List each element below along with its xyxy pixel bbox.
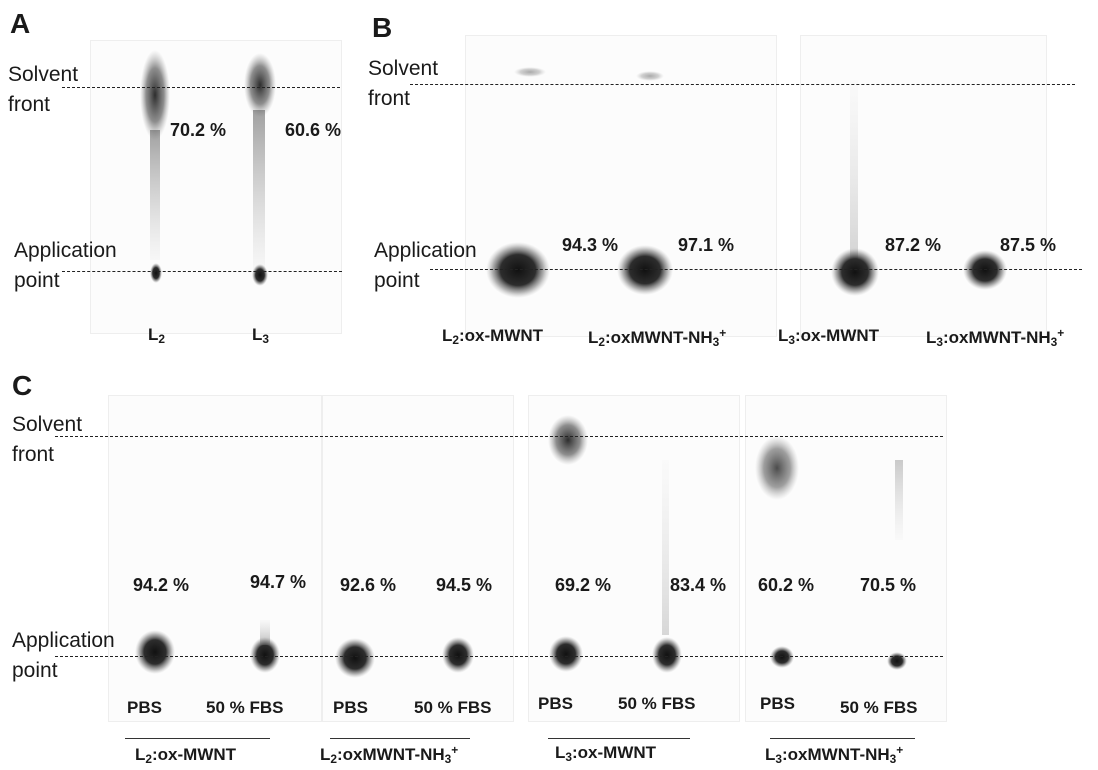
application-point-label-b: Application point [374, 239, 477, 292]
spot-c-8 [887, 652, 907, 670]
percent-a-l2: 70.2 % [170, 120, 227, 140]
percent-b-3: 87.2 % [885, 235, 942, 255]
percent-c-1: 94.2 % [133, 575, 190, 595]
group-underline-c-4 [770, 738, 915, 739]
percent-c-8: 70.5 % [860, 575, 917, 595]
spot-c-5 [549, 636, 583, 672]
lane-label-b-3: L3:ox-MWNT [778, 326, 880, 347]
streak-a-l2 [150, 130, 160, 260]
application-point-label-c: Application point [12, 629, 115, 682]
solvent-front-label-c: Solvent front [12, 413, 83, 466]
group-underline-c-1 [125, 738, 270, 739]
spot-b-2-front [636, 71, 664, 81]
streak-c-6 [662, 460, 669, 635]
plate-a [90, 40, 342, 334]
spot-c-3 [335, 638, 375, 678]
solvent-front-line-c [55, 436, 943, 437]
spot-b-1-front [514, 67, 546, 77]
condition-c-1: PBS [127, 698, 162, 717]
lane-label-b-2: L2:oxMWNT-NH3+ [588, 326, 727, 349]
percent-c-6: 83.4 % [670, 575, 727, 595]
spot-b-1 [486, 242, 550, 298]
percent-c-2: 94.7 % [250, 572, 307, 592]
group-label-c-3: L3:ox-MWNT [555, 743, 657, 764]
application-point-label-a: Application point [14, 239, 117, 292]
condition-c-6: 50 % FBS [618, 694, 696, 713]
spot-a-l2-front [140, 50, 170, 140]
spot-a-l3-front [244, 53, 276, 117]
application-line-c [55, 656, 943, 657]
lane-label-a-l3: L3 [252, 325, 270, 346]
solvent-front-line-a [62, 87, 340, 88]
group-label-c-1: L2:ox-MWNT [135, 745, 237, 766]
percent-b-1: 94.3 % [562, 235, 619, 255]
streak-c-8 [895, 460, 903, 540]
spot-c-7-front [755, 436, 799, 500]
spot-b-4 [963, 250, 1007, 290]
condition-c-8: 50 % FBS [840, 698, 918, 717]
streak-b-3 [850, 80, 858, 260]
condition-c-2: 50 % FBS [206, 698, 284, 717]
application-line-a [62, 271, 342, 272]
spot-a-l2-origin [150, 263, 162, 283]
group-underline-c-3 [548, 738, 690, 739]
spot-a-l3-origin [252, 264, 268, 286]
condition-c-7: PBS [760, 694, 795, 713]
condition-c-3: PBS [333, 698, 368, 717]
percent-b-2: 97.1 % [678, 235, 735, 255]
spot-b-2 [617, 245, 673, 295]
panel-letter-b: B [372, 12, 393, 43]
percent-b-4: 87.5 % [1000, 235, 1057, 255]
percent-c-7: 60.2 % [758, 575, 815, 595]
lane-label-b-4: L3:oxMWNT-NH3+ [926, 326, 1065, 349]
streak-a-l3 [253, 110, 265, 270]
group-label-c-4: L3:oxMWNT-NH3+ [765, 743, 904, 766]
solvent-front-line-b [410, 84, 1075, 85]
panel-letter-a: A [10, 8, 31, 39]
percent-c-4: 94.5 % [436, 575, 493, 595]
spot-c-2 [250, 637, 280, 673]
spot-c-1 [135, 630, 175, 674]
solvent-front-label-b: Solvent front [368, 57, 439, 110]
spot-c-7 [770, 646, 794, 668]
lane-label-a-l2: L2 [148, 325, 166, 346]
spot-b-3 [831, 248, 879, 296]
percent-a-l3: 60.6 % [285, 120, 342, 140]
spot-c-4 [442, 637, 474, 673]
solvent-front-label-a: Solvent front [8, 63, 79, 116]
application-line-b [430, 269, 1082, 270]
spot-c-6 [652, 637, 682, 673]
group-label-c-2: L2:oxMWNT-NH3+ [320, 743, 459, 766]
spot-c-5-front [548, 415, 588, 465]
percent-c-5: 69.2 % [555, 575, 612, 595]
group-underline-c-2 [330, 738, 470, 739]
lane-label-b-1: L2:ox-MWNT [442, 326, 544, 347]
condition-c-5: PBS [538, 694, 573, 713]
condition-c-4: 50 % FBS [414, 698, 492, 717]
streak-c-2 [260, 620, 270, 645]
panel-letter-c: C [12, 370, 33, 401]
percent-c-3: 92.6 % [340, 575, 397, 595]
